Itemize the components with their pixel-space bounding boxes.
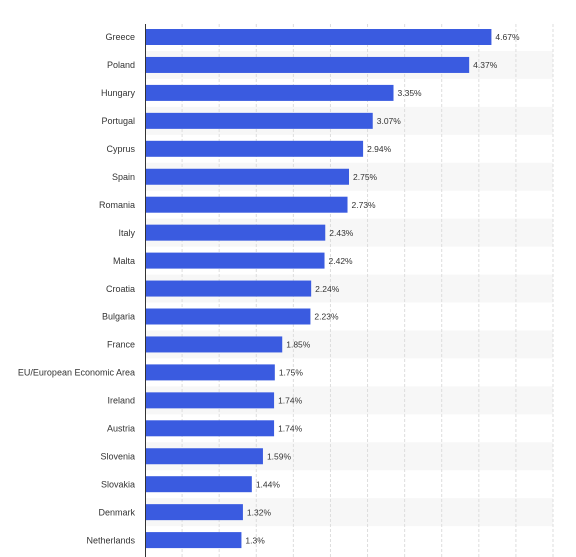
value-label: 2.23% [314,312,339,322]
bar-poland [145,56,470,73]
value-label: 2.73% [352,200,377,210]
bar-cyprus [145,140,364,157]
category-label: Romania [99,200,135,210]
bar-greece [145,29,492,45]
value-label: 1.3% [245,535,265,545]
bar-eu-european-economic-area [145,364,275,381]
bar-romania [145,196,348,213]
bar-france [145,336,283,353]
bar-slovakia [145,476,252,493]
bar-portugal [145,112,373,129]
value-label: 2.42% [329,256,354,266]
bar-croatia [145,280,312,297]
bar-bulgaria [145,308,311,325]
category-label: Hungary [101,88,136,98]
category-label: Poland [107,60,135,70]
category-label: Spain [112,172,135,182]
category-label: Denmark [98,507,135,517]
category-label: Austria [107,424,135,434]
category-label: Slovenia [100,451,135,461]
category-label: Italy [118,228,135,238]
bar-slovenia [145,448,263,465]
value-label: 1.44% [256,479,281,489]
value-label: 1.74% [278,424,303,434]
category-label: Netherlands [86,535,135,545]
value-label: 2.75% [353,172,378,182]
category-label: EU/European Economic Area [18,368,135,378]
value-label: 1.59% [267,451,292,461]
category-label: Slovakia [101,479,135,489]
value-label: 3.07% [377,116,402,126]
value-label: 1.74% [278,396,303,406]
value-label: 2.94% [367,144,392,154]
bar-italy [145,224,326,241]
value-label: 1.85% [286,340,311,350]
value-label: 3.35% [398,88,423,98]
category-label: Bulgaria [102,312,135,322]
bar-spain [145,168,349,185]
value-label: 4.37% [473,60,498,70]
value-label: 1.32% [247,507,272,517]
value-label: 2.43% [329,228,354,238]
category-label: Cyprus [106,144,135,154]
bar-ireland [145,392,275,409]
bar-hungary [145,84,394,101]
value-label: 1.75% [279,368,304,378]
category-label: Greece [105,32,135,42]
bar-malta [145,252,325,269]
category-label: France [107,340,135,350]
category-label: Croatia [106,284,135,294]
bar-austria [145,420,275,437]
value-label: 4.67% [495,32,520,42]
bar-netherlands [145,532,242,549]
bar-denmark [145,504,243,521]
category-label: Malta [113,256,135,266]
category-label: Portugal [101,116,135,126]
category-label: Ireland [107,396,135,406]
value-label: 2.24% [315,284,340,294]
